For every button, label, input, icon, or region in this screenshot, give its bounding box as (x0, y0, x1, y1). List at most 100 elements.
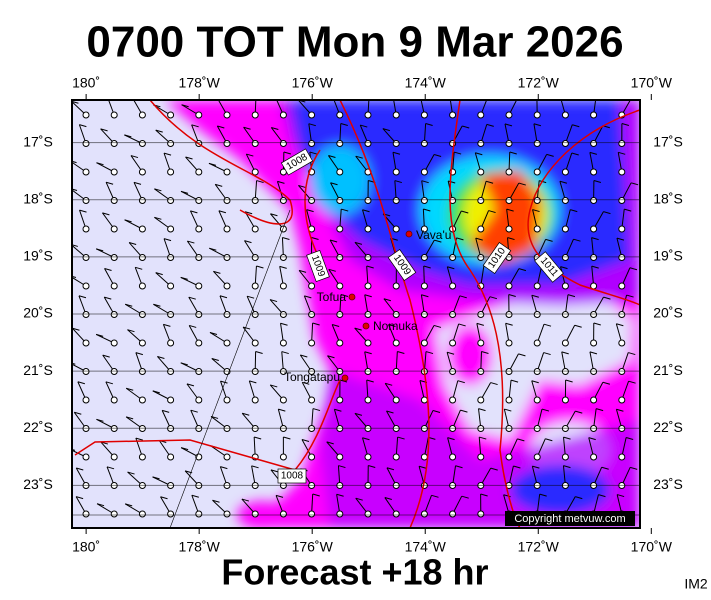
barb (423, 265, 431, 269)
barb (591, 237, 599, 241)
barb (72, 362, 76, 365)
barb (384, 497, 392, 501)
barb (539, 493, 547, 497)
station (110, 311, 118, 318)
station (477, 339, 485, 347)
station (392, 197, 400, 204)
station (533, 282, 541, 290)
station (110, 111, 118, 119)
station (308, 453, 316, 461)
station (505, 453, 513, 461)
station (336, 225, 344, 233)
barb (256, 265, 264, 269)
station (477, 453, 485, 461)
station (336, 197, 344, 204)
station (420, 396, 428, 404)
station (618, 282, 626, 290)
station (308, 111, 316, 119)
barb (249, 380, 257, 384)
barb (152, 390, 160, 394)
barb (209, 331, 218, 335)
station (251, 482, 259, 489)
barb (300, 354, 308, 358)
station (618, 482, 626, 489)
station (336, 140, 344, 147)
station (590, 225, 598, 233)
station (167, 282, 175, 290)
station (195, 111, 203, 119)
barb (455, 465, 463, 469)
station (590, 254, 598, 261)
barb (447, 437, 455, 441)
barb (282, 237, 290, 241)
station (364, 311, 372, 318)
barb (242, 412, 250, 416)
places: Vava'u Tofua Nomuka Tongatapu (284, 228, 452, 384)
barb (488, 210, 496, 214)
isobar-label-group: 1009 (306, 250, 330, 282)
station (420, 168, 428, 176)
place-dot (362, 322, 370, 330)
y-tick-label: 17˚S (23, 134, 53, 150)
station (449, 510, 457, 518)
station (336, 482, 344, 489)
station (590, 111, 598, 119)
barb (601, 466, 609, 470)
station (336, 168, 344, 176)
station (138, 254, 146, 261)
station (82, 168, 90, 176)
barb (220, 466, 228, 470)
place-dot (348, 293, 356, 301)
station (477, 225, 485, 233)
barb (394, 180, 402, 184)
barb (189, 324, 197, 328)
station (167, 311, 175, 318)
station (223, 197, 231, 204)
barb (133, 181, 142, 185)
station (110, 225, 118, 233)
y-tick-label: 20˚S (653, 305, 683, 321)
x-tick-label: 172˚W (518, 75, 560, 91)
station (533, 368, 541, 375)
station (138, 510, 146, 518)
station (279, 282, 287, 290)
station (533, 425, 541, 432)
barb (312, 322, 320, 326)
place-label: Tofua (317, 290, 347, 304)
barb (312, 408, 321, 412)
barb (96, 503, 105, 507)
barb (518, 97, 525, 99)
barb (127, 329, 135, 333)
station (138, 197, 146, 204)
station (223, 311, 231, 318)
station (82, 197, 90, 204)
station (195, 254, 203, 261)
place-label: Vava'u (416, 228, 451, 242)
station (195, 510, 203, 518)
station (449, 368, 457, 375)
barb (475, 237, 483, 241)
barb (100, 128, 108, 132)
station (138, 453, 146, 461)
station (477, 482, 485, 489)
copyright: Copyright metvuw.com (514, 513, 625, 525)
barb (364, 351, 372, 355)
station (336, 339, 344, 347)
barb (506, 208, 514, 212)
barb (488, 96, 495, 98)
station (533, 197, 541, 204)
place-label: Tongatapu (284, 370, 340, 384)
barb (354, 241, 363, 245)
barb (478, 408, 486, 412)
barb (489, 296, 498, 300)
station (336, 510, 344, 518)
barb (244, 240, 252, 244)
station (590, 368, 598, 375)
barb (298, 184, 306, 188)
station (364, 482, 372, 489)
station (618, 396, 626, 404)
station (505, 282, 513, 290)
barb (254, 436, 262, 440)
barb (104, 296, 112, 300)
barb (155, 129, 163, 133)
